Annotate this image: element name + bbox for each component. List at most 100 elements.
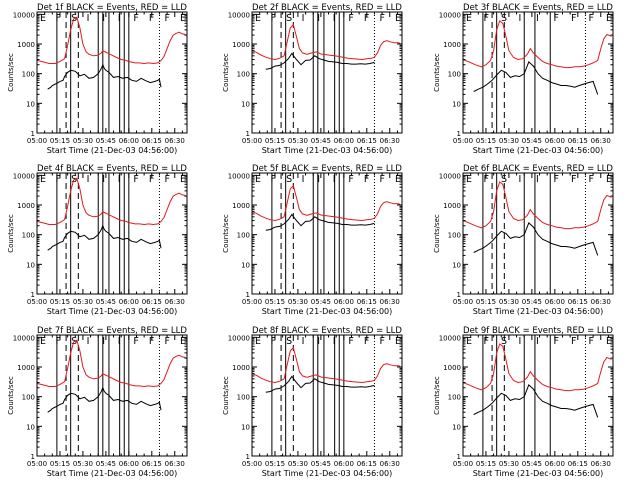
x-tick-label: 06:00 xyxy=(119,137,139,145)
detector-panel: Det 1f BLACK = Events, RED = LLDEFSIIIFF… xyxy=(7,3,188,155)
region-letter: F xyxy=(571,13,576,24)
x-tick-label: 05:30 xyxy=(288,298,308,306)
x-tick-label: 06:15 xyxy=(357,460,377,468)
x-tick-label: 05:45 xyxy=(96,460,116,468)
events-series-line xyxy=(265,375,375,393)
lld-series-line xyxy=(36,16,186,65)
y-tick-label: 1 xyxy=(31,291,35,299)
x-tick-label: 06:30 xyxy=(165,460,185,468)
lld-series-line xyxy=(251,346,401,384)
y-tick-label: 100 xyxy=(22,232,35,240)
x-tick-label: 06:15 xyxy=(568,460,588,468)
x-tick-label: 06:15 xyxy=(142,137,162,145)
region-letter: F xyxy=(271,174,276,185)
chart-title: Det 6f BLACK = Events, RED = LLD xyxy=(463,164,613,174)
y-axis-label: Counts/sec xyxy=(433,53,441,92)
y-tick-label: 1 xyxy=(31,453,35,461)
region-letter: F xyxy=(348,336,353,347)
y-tick-label: 10 xyxy=(241,100,250,108)
region-letter: E xyxy=(40,13,46,24)
x-tick-label: 05:15 xyxy=(50,137,70,145)
y-tick-label: 1000 xyxy=(17,41,35,49)
y-axis-label: Counts/sec xyxy=(222,214,230,253)
x-tick-label: 05:30 xyxy=(288,460,308,468)
chart-title: Det 9f BLACK = Events, RED = LLD xyxy=(463,326,613,336)
y-tick-label: 10000 xyxy=(13,334,35,342)
y-tick-label: 10000 xyxy=(13,11,35,19)
region-letter: I xyxy=(102,13,105,24)
y-tick-label: 10 xyxy=(26,100,35,108)
x-axis-label: Start Time (21-Dec-03 04:56:00) xyxy=(473,307,604,316)
region-letter: F xyxy=(364,336,369,347)
x-tick-label: 05:15 xyxy=(50,298,70,306)
x-tick-label: 06:00 xyxy=(545,460,565,468)
chart-title: Det 1f BLACK = Events, RED = LLD xyxy=(37,3,187,13)
region-letter: F xyxy=(484,336,489,347)
detector-panel: Det 2f BLACK = Events, RED = LLDEFSIIIFF… xyxy=(222,3,403,155)
x-tick-label: 05:00 xyxy=(242,460,262,468)
y-tick-label: 1000 xyxy=(17,202,35,210)
x-tick-label: 05:45 xyxy=(522,137,542,145)
region-letter: I xyxy=(317,336,320,347)
x-tick-label: 05:30 xyxy=(73,298,93,306)
x-axis-label: Start Time (21-Dec-03 04:56:00) xyxy=(47,146,178,155)
region-letter: S xyxy=(286,174,292,185)
y-tick-label: 1 xyxy=(457,291,461,299)
y-tick-label: 10 xyxy=(26,261,35,269)
x-tick-label: 06:15 xyxy=(142,298,162,306)
events-series-line xyxy=(265,213,375,231)
events-series-line xyxy=(473,61,599,95)
region-letter: I xyxy=(317,13,320,24)
chart-title: Det 3f BLACK = Events, RED = LLD xyxy=(463,3,613,13)
x-tick-label: 05:15 xyxy=(50,460,70,468)
events-series-line xyxy=(473,222,599,256)
region-letter: I xyxy=(536,336,539,347)
y-axis-label: Counts/sec xyxy=(222,53,230,92)
y-tick-label: 1000 xyxy=(232,202,250,210)
y-tick-label: 100 xyxy=(448,232,461,240)
region-letter: F xyxy=(133,13,138,24)
region-letter: F xyxy=(484,174,489,185)
plot-frame xyxy=(462,172,614,295)
region-letter: F xyxy=(348,174,353,185)
y-tick-label: 10 xyxy=(452,100,461,108)
region-letter: F xyxy=(571,174,576,185)
x-tick-label: 06:00 xyxy=(334,137,354,145)
region-letter: E xyxy=(255,13,261,24)
x-tick-label: 06:00 xyxy=(119,460,139,468)
y-tick-label: 100 xyxy=(237,394,250,402)
plot-frame xyxy=(462,334,614,457)
region-letter: F xyxy=(164,174,169,185)
region-letter: I xyxy=(519,174,522,185)
y-tick-label: 100 xyxy=(237,232,250,240)
events-series-line xyxy=(473,384,599,418)
events-series-line xyxy=(47,224,162,251)
region-letter: E xyxy=(466,13,472,24)
region-letter: F xyxy=(554,13,559,24)
y-axis-label: Counts/sec xyxy=(433,214,441,253)
region-letter: E xyxy=(180,336,186,347)
x-tick-label: 05:00 xyxy=(27,137,47,145)
y-tick-label: 10 xyxy=(26,423,35,431)
lld-series-line xyxy=(462,20,612,69)
region-letter: E xyxy=(180,13,186,24)
x-tick-label: 06:00 xyxy=(334,460,354,468)
x-tick-label: 06:00 xyxy=(334,298,354,306)
region-letter: I xyxy=(102,174,105,185)
x-tick-label: 05:45 xyxy=(96,137,116,145)
region-letter: I xyxy=(536,174,539,185)
y-tick-label: 1 xyxy=(246,453,250,461)
x-tick-label: 05:45 xyxy=(311,460,331,468)
x-axis-label: Start Time (21-Dec-03 04:56:00) xyxy=(47,307,178,316)
x-tick-label: 05:15 xyxy=(265,298,285,306)
region-letter: F xyxy=(271,336,276,347)
region-letter: F xyxy=(149,174,154,185)
x-tick-label: 05:00 xyxy=(453,460,473,468)
detector-panel: Det 4f BLACK = Events, RED = LLDEFSIIIFF… xyxy=(7,164,188,316)
x-tick-label: 05:00 xyxy=(242,137,262,145)
x-tick-label: 06:30 xyxy=(591,298,611,306)
y-tick-label: 1 xyxy=(246,291,250,299)
y-axis-label: Counts/sec xyxy=(7,214,15,253)
